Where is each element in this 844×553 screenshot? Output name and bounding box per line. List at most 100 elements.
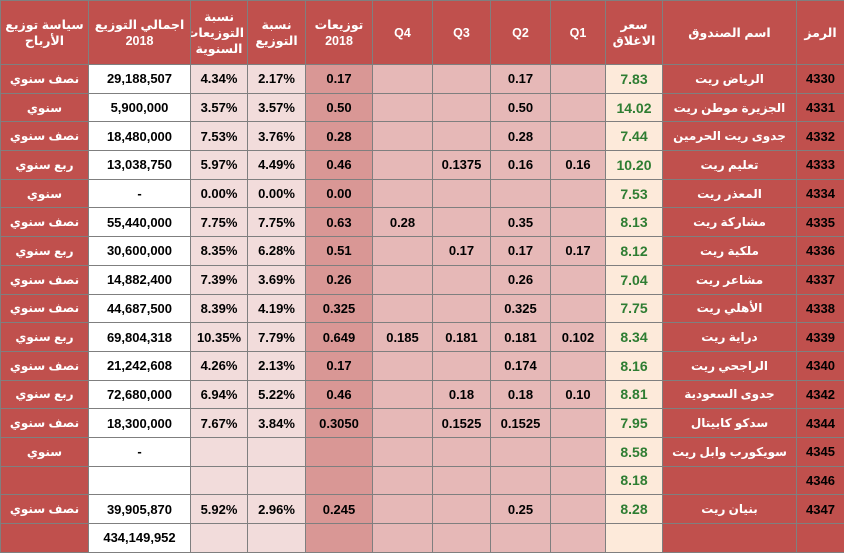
table-cell — [432, 64, 491, 94]
table-cell: نصف سنوي — [0, 350, 89, 381]
table-cell: الرياض ريت — [662, 64, 797, 94]
table-cell: 72,680,000 — [88, 379, 191, 410]
table-cell: 0.181 — [490, 322, 551, 352]
table-cell: بنيان ريت — [662, 494, 797, 524]
table-cell: مشاعر ريت — [662, 264, 797, 295]
table-cell — [372, 436, 433, 467]
table-cell — [490, 523, 551, 553]
table-cell — [432, 293, 491, 324]
table-cell: 434,149,952 — [88, 523, 191, 553]
table-cell: 6.94% — [190, 379, 248, 410]
table-cell: 39,905,870 — [88, 494, 191, 524]
table-cell — [490, 178, 551, 209]
table-cell: 0.17 — [305, 64, 373, 94]
table-cell: 0.25 — [490, 494, 551, 524]
column-header: سياسة توزيع الأرباح — [0, 0, 89, 65]
table-row: 4336 ملكية ريت 8.12 0.17 0.17 0.17 0.51 6.28% 8.… — [0, 236, 844, 266]
table-cell: مشاركة ريت — [662, 207, 797, 238]
table-cell: 4.19% — [247, 293, 306, 324]
table-cell — [432, 121, 491, 152]
table-cell — [305, 436, 373, 467]
table-cell: 0.16 — [550, 150, 606, 180]
table-cell: 8.81 — [605, 379, 663, 410]
table-cell: 8.34 — [605, 322, 663, 352]
table-cell: سدكو كابيتال — [662, 408, 797, 438]
table-cell: 0.50 — [490, 92, 551, 123]
table-cell — [550, 494, 606, 524]
table-cell: جدوى ريت الحرمين — [662, 121, 797, 152]
table-cell: 44,687,500 — [88, 293, 191, 324]
table-cell: 7.39% — [190, 264, 248, 295]
column-header: توزيعات 2018 — [305, 0, 373, 65]
table-cell: 4338 — [796, 293, 844, 324]
table-cell: 7.53% — [190, 121, 248, 152]
table-cell — [372, 523, 433, 553]
table-cell: 3.76% — [247, 121, 306, 152]
table-cell: 0.325 — [305, 293, 373, 324]
table-row: 4338 الأهلي ريت 7.75 0.325 0.325 4.19% 8.39% 44… — [0, 293, 844, 324]
column-header: Q2 — [490, 0, 551, 65]
table-cell: 0.00 — [305, 178, 373, 209]
table-cell: سنوي — [0, 436, 89, 467]
table-cell — [550, 207, 606, 238]
table-body: 4330 الرياض ريت 7.83 0.17 0.17 2.17% 4.34% 29,1… — [0, 64, 844, 553]
table-cell: 30,600,000 — [88, 236, 191, 266]
table-cell: 18,300,000 — [88, 408, 191, 438]
table-cell: ربع سنوي — [0, 150, 89, 180]
table-cell — [88, 465, 191, 496]
table-cell — [372, 121, 433, 152]
table-cell — [372, 178, 433, 209]
table-cell: الجزيرة موطن ريت — [662, 92, 797, 123]
table-cell: نصف سنوي — [0, 293, 89, 324]
table-row: 4345 سويكورب وابل ريت 8.58 - سنوي — [0, 436, 844, 467]
table-cell: 18,480,000 — [88, 121, 191, 152]
table-cell: 2.96% — [247, 494, 306, 524]
table-row: 4339 دراية ريت 8.34 0.102 0.181 0.181 0.185 0.6… — [0, 322, 844, 352]
table-cell: 10.20 — [605, 150, 663, 180]
table-cell — [372, 293, 433, 324]
table-cell: 4.49% — [247, 150, 306, 180]
table-cell: 0.1525 — [432, 408, 491, 438]
table-cell: نصف سنوي — [0, 264, 89, 295]
table-cell — [490, 465, 551, 496]
table-cell: 0.00% — [247, 178, 306, 209]
table-cell: 4345 — [796, 436, 844, 467]
table-cell — [550, 408, 606, 438]
table-row: 4330 الرياض ريت 7.83 0.17 0.17 2.17% 4.34% 29,1… — [0, 64, 844, 94]
table-cell: 3.69% — [247, 264, 306, 295]
table-cell: 4332 — [796, 121, 844, 152]
table-cell: 0.649 — [305, 322, 373, 352]
table-cell: 0.51 — [305, 236, 373, 266]
table-cell: 0.17 — [305, 350, 373, 381]
table-cell: 69,804,318 — [88, 322, 191, 352]
table-cell: 0.28 — [305, 121, 373, 152]
table-cell: 4336 — [796, 236, 844, 266]
table-cell — [432, 92, 491, 123]
table-row: 434,149,952 — [0, 523, 844, 553]
column-header: الرمز — [796, 0, 844, 65]
table-cell — [550, 264, 606, 295]
table-cell: 4333 — [796, 150, 844, 180]
table-cell: 0.245 — [305, 494, 373, 524]
table-cell: تعليم ريت — [662, 150, 797, 180]
table-cell: 0.28 — [372, 207, 433, 238]
table-cell: 8.39% — [190, 293, 248, 324]
table-cell: 4342 — [796, 379, 844, 410]
table-cell: نصف سنوي — [0, 64, 89, 94]
table-cell: 7.53 — [605, 178, 663, 209]
table-cell — [550, 64, 606, 94]
table-cell: 0.3050 — [305, 408, 373, 438]
table-cell: 3.84% — [247, 408, 306, 438]
table-cell: - — [88, 436, 191, 467]
header-row: الرمز اسم الصندوق سعر الاغلاق Q1 Q2 Q3 Q4 توزيع… — [0, 0, 844, 65]
table-cell: 10.35% — [190, 322, 248, 352]
table-cell: 0.10 — [550, 379, 606, 410]
table-cell — [372, 150, 433, 180]
table-cell — [247, 465, 306, 496]
table-cell — [550, 465, 606, 496]
table-cell — [190, 436, 248, 467]
table-cell: ربع سنوي — [0, 379, 89, 410]
table-cell — [490, 436, 551, 467]
table-cell — [372, 350, 433, 381]
